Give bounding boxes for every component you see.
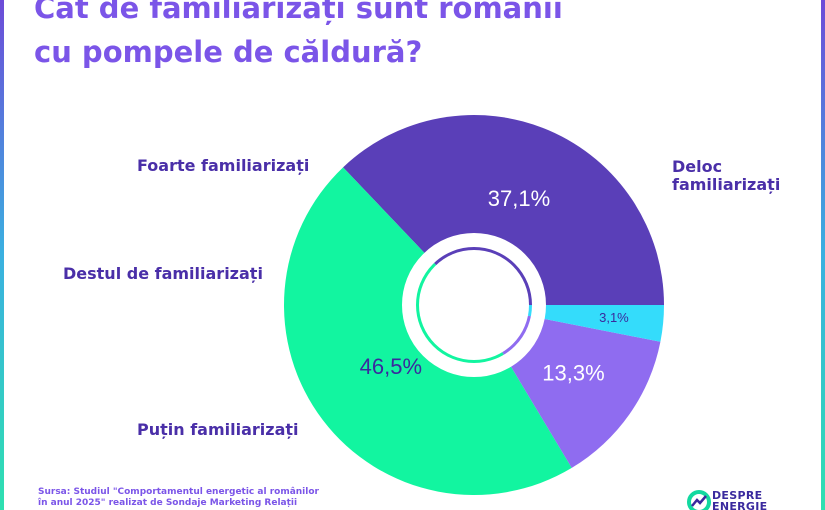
source-note: Sursa: Studiul "Comportamentul energetic…	[38, 487, 338, 509]
logo-text: DESPRE ENERGIE	[712, 490, 767, 510]
legend-label-putin: Puțin familiarizați	[137, 421, 299, 439]
title-line-2: cu pompele de căldură?	[34, 35, 423, 69]
despre-energie-logo: DESPRE ENERGIE	[686, 486, 796, 510]
legend-label-destul: Destul de familiarizați	[63, 265, 263, 283]
slice-value-label: 13,3%	[542, 361, 604, 386]
legend-label-putin-text: Puțin familiarizați	[137, 420, 299, 439]
center-ring	[402, 233, 546, 377]
center-hole	[419, 250, 529, 360]
slice-value-label: 37,1%	[488, 186, 550, 211]
legend-label-deloc-line1: Deloc	[672, 157, 723, 176]
pie-slice	[343, 115, 664, 305]
logo-line-1: DESPRE	[712, 489, 763, 502]
left-accent-bar	[0, 0, 4, 510]
legend-label-destul-text: Destul de familiarizați	[63, 264, 263, 283]
legend-label-deloc-line2: familiarizați	[672, 175, 781, 194]
slice-value-label: 3,1%	[599, 310, 629, 325]
logo-line-2: ENERGIE	[712, 500, 768, 510]
legend-label-foarte: Foarte familiarizați	[137, 157, 309, 175]
legend-label-deloc: Deloc familiarizați	[672, 158, 780, 194]
legend-label-foarte-text: Foarte familiarizați	[137, 156, 310, 175]
slice-value-label: 46,5%	[360, 354, 422, 379]
chart-title: Cât de familiarizați sunt românii cu pom…	[34, 0, 563, 74]
right-accent-bar	[821, 0, 825, 510]
title-line-1: Cât de familiarizați sunt românii	[34, 0, 563, 25]
source-line-2: în anul 2025" realizat de Sondaje Market…	[38, 498, 298, 508]
logo-icon	[687, 490, 711, 510]
source-line-1: Sursa: Studiul "Comportamentul energetic…	[38, 487, 319, 497]
